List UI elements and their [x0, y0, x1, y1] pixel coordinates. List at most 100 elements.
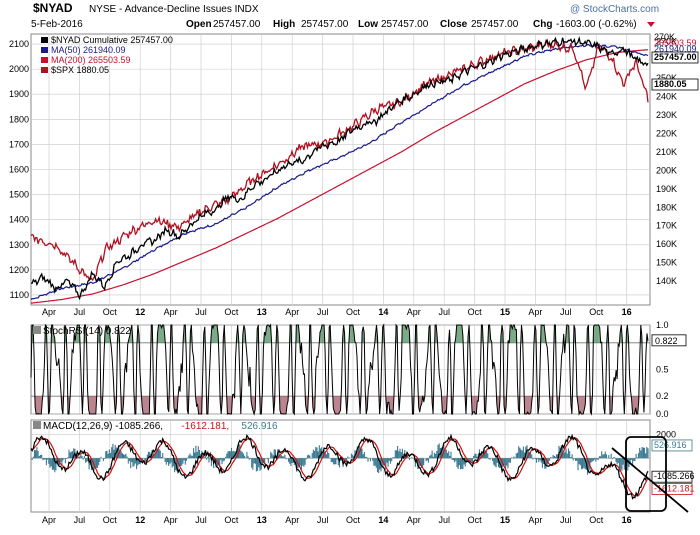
stoch-last-tag: 0.822	[655, 336, 678, 346]
left-tick-label-1800: 1800	[9, 114, 29, 124]
macd-month-8: Apr	[285, 515, 299, 525]
right-tick-label-230K: 230K	[656, 110, 677, 120]
price-month-19: 16	[622, 307, 632, 317]
right-tick-label-170K: 170K	[656, 221, 677, 231]
price-month-3: 12	[135, 307, 145, 317]
legend-swatch-ma200	[41, 57, 48, 63]
price-month-1: Jul	[74, 307, 86, 317]
last-value-tag-0: 270K	[654, 32, 675, 42]
right-tick-label-250K: 250K	[656, 73, 677, 83]
right-tick-label-160K: 160K	[656, 239, 677, 249]
macd-line	[30, 433, 649, 500]
macd-legend-signal: -1612.181,	[181, 421, 229, 432]
month-axes: Apr Jul Oct 12 Apr Jul Oct 13 Apr Jul Oct 14 Apr Jul O…	[42, 307, 632, 525]
stoch-tick-label-2: 0.5	[656, 365, 669, 375]
price-month-2: Oct	[103, 307, 118, 317]
price-month-12: Apr	[407, 307, 421, 317]
stoch-last-tag-box	[651, 334, 687, 347]
left-tick-label-1100: 1100	[10, 290, 29, 300]
macd-last-tag-1: -1085.266	[654, 471, 695, 481]
macd-last-tag-box-0	[651, 439, 693, 452]
price-month-15: 15	[500, 307, 510, 317]
macd-month-7: 13	[257, 515, 267, 525]
macd-month-12: Apr	[407, 515, 421, 525]
legend-label-ma50: MA(50) 261940.09	[51, 45, 126, 55]
ma200-line	[30, 49, 649, 304]
macd-last-tag-box-2	[651, 483, 693, 495]
last-value-tag-box-3	[651, 51, 699, 64]
left-tick-label-1600: 1600	[9, 165, 29, 175]
macd-month-2: Oct	[103, 515, 118, 525]
price-month-13: Jul	[438, 307, 450, 317]
last-value-tag-box-4	[651, 78, 699, 91]
last-value-tag-4: 1880.05	[654, 79, 687, 89]
price-month-5: Jul	[195, 307, 207, 317]
price-month-6: Oct	[224, 307, 239, 317]
price-month-11: 14	[378, 307, 388, 317]
macd-panel: 2000 MACD(12,26,9) -1085.266, -1612.181, 52…	[30, 419, 695, 513]
chg-down-arrow-icon	[647, 22, 655, 27]
macd-legend-hist: 526.916	[241, 421, 278, 432]
low-value: 257457.00	[381, 19, 429, 30]
left-tick-label-1700: 1700	[9, 139, 29, 149]
legend-label-ma200: MA(200) 265503.59	[51, 55, 131, 65]
right-tick-label-140K: 140K	[656, 276, 677, 286]
price-panel: 1100 1200 1300 1400 1500 1600 1700 1800 1900 2000…	[9, 32, 699, 306]
right-tick-label-150K: 150K	[656, 258, 677, 268]
macd-month-17: Jul	[560, 515, 572, 525]
macd-month-0: Apr	[42, 515, 56, 525]
macd-last-tag-2: -1612.181	[654, 483, 695, 493]
price-month-7: 13	[257, 307, 267, 317]
macd-legend-macd: MACD(12,26,9) -1085.266,	[43, 421, 163, 432]
macd-month-4: Apr	[164, 515, 178, 525]
annotation-trendline	[611, 447, 689, 513]
high-label: High	[273, 19, 295, 30]
macd-title-icon	[33, 421, 41, 429]
legend-label-nyad: $NYAD Cumulative 257457.00	[51, 35, 173, 45]
chg-value: -1603.00 (-0.62%)	[556, 19, 637, 30]
macd-month-16: Apr	[528, 515, 542, 525]
legend-label-spx: $SPX 1880.05	[51, 65, 109, 75]
legend-swatch-nyad	[41, 37, 48, 43]
watermark: @ StockCharts.com	[570, 4, 659, 15]
price-month-4: Apr	[164, 307, 178, 317]
macd-month-13: Jul	[438, 515, 450, 525]
price-month-0: Apr	[42, 307, 56, 317]
symbol-description: NYSE - Advance-Decline Issues INDX	[89, 4, 259, 15]
macd-last-tag-0: 526.916	[654, 440, 687, 450]
price-month-9: Jul	[317, 307, 329, 317]
high-value: 257457.00	[301, 19, 349, 30]
left-tick-label-1500: 1500	[9, 190, 29, 200]
legend-swatch-ma50	[41, 47, 48, 53]
macd-frame	[30, 419, 651, 513]
legend-swatch-spx	[41, 67, 48, 73]
right-tick-label-190K: 190K	[656, 184, 677, 194]
macd-month-18: Oct	[589, 515, 604, 525]
stochrsi-line	[30, 323, 649, 416]
stoch-tick-label-4: 1.0	[656, 320, 669, 330]
price-month-17: Jul	[560, 307, 572, 317]
left-tick-label-2100: 2100	[9, 39, 29, 49]
nyad-line	[30, 35, 649, 301]
right-tick-label-270K: 270K	[656, 36, 677, 46]
price-month-8: Apr	[285, 307, 299, 317]
left-tick-label-1200: 1200	[9, 265, 29, 275]
right-tick-label-180K: 180K	[656, 202, 677, 212]
left-tick-label-1400: 1400	[9, 215, 29, 225]
right-tick-label-220K: 220K	[656, 129, 677, 139]
last-value-tag-1: 265503.59	[654, 38, 697, 48]
macd-month-1: Jul	[74, 515, 86, 525]
price-month-14: Oct	[468, 307, 483, 317]
left-tick-label-1900: 1900	[9, 89, 29, 99]
macd-last-tag-box-1	[651, 470, 693, 483]
macd-month-6: Oct	[224, 515, 239, 525]
macd-month-9: Jul	[317, 515, 329, 525]
stoch-oversold-fill	[31, 396, 648, 414]
open-value: 257457.00	[213, 19, 261, 30]
symbol-title: $NYAD	[33, 1, 73, 15]
macd-month-10: Oct	[346, 515, 361, 525]
